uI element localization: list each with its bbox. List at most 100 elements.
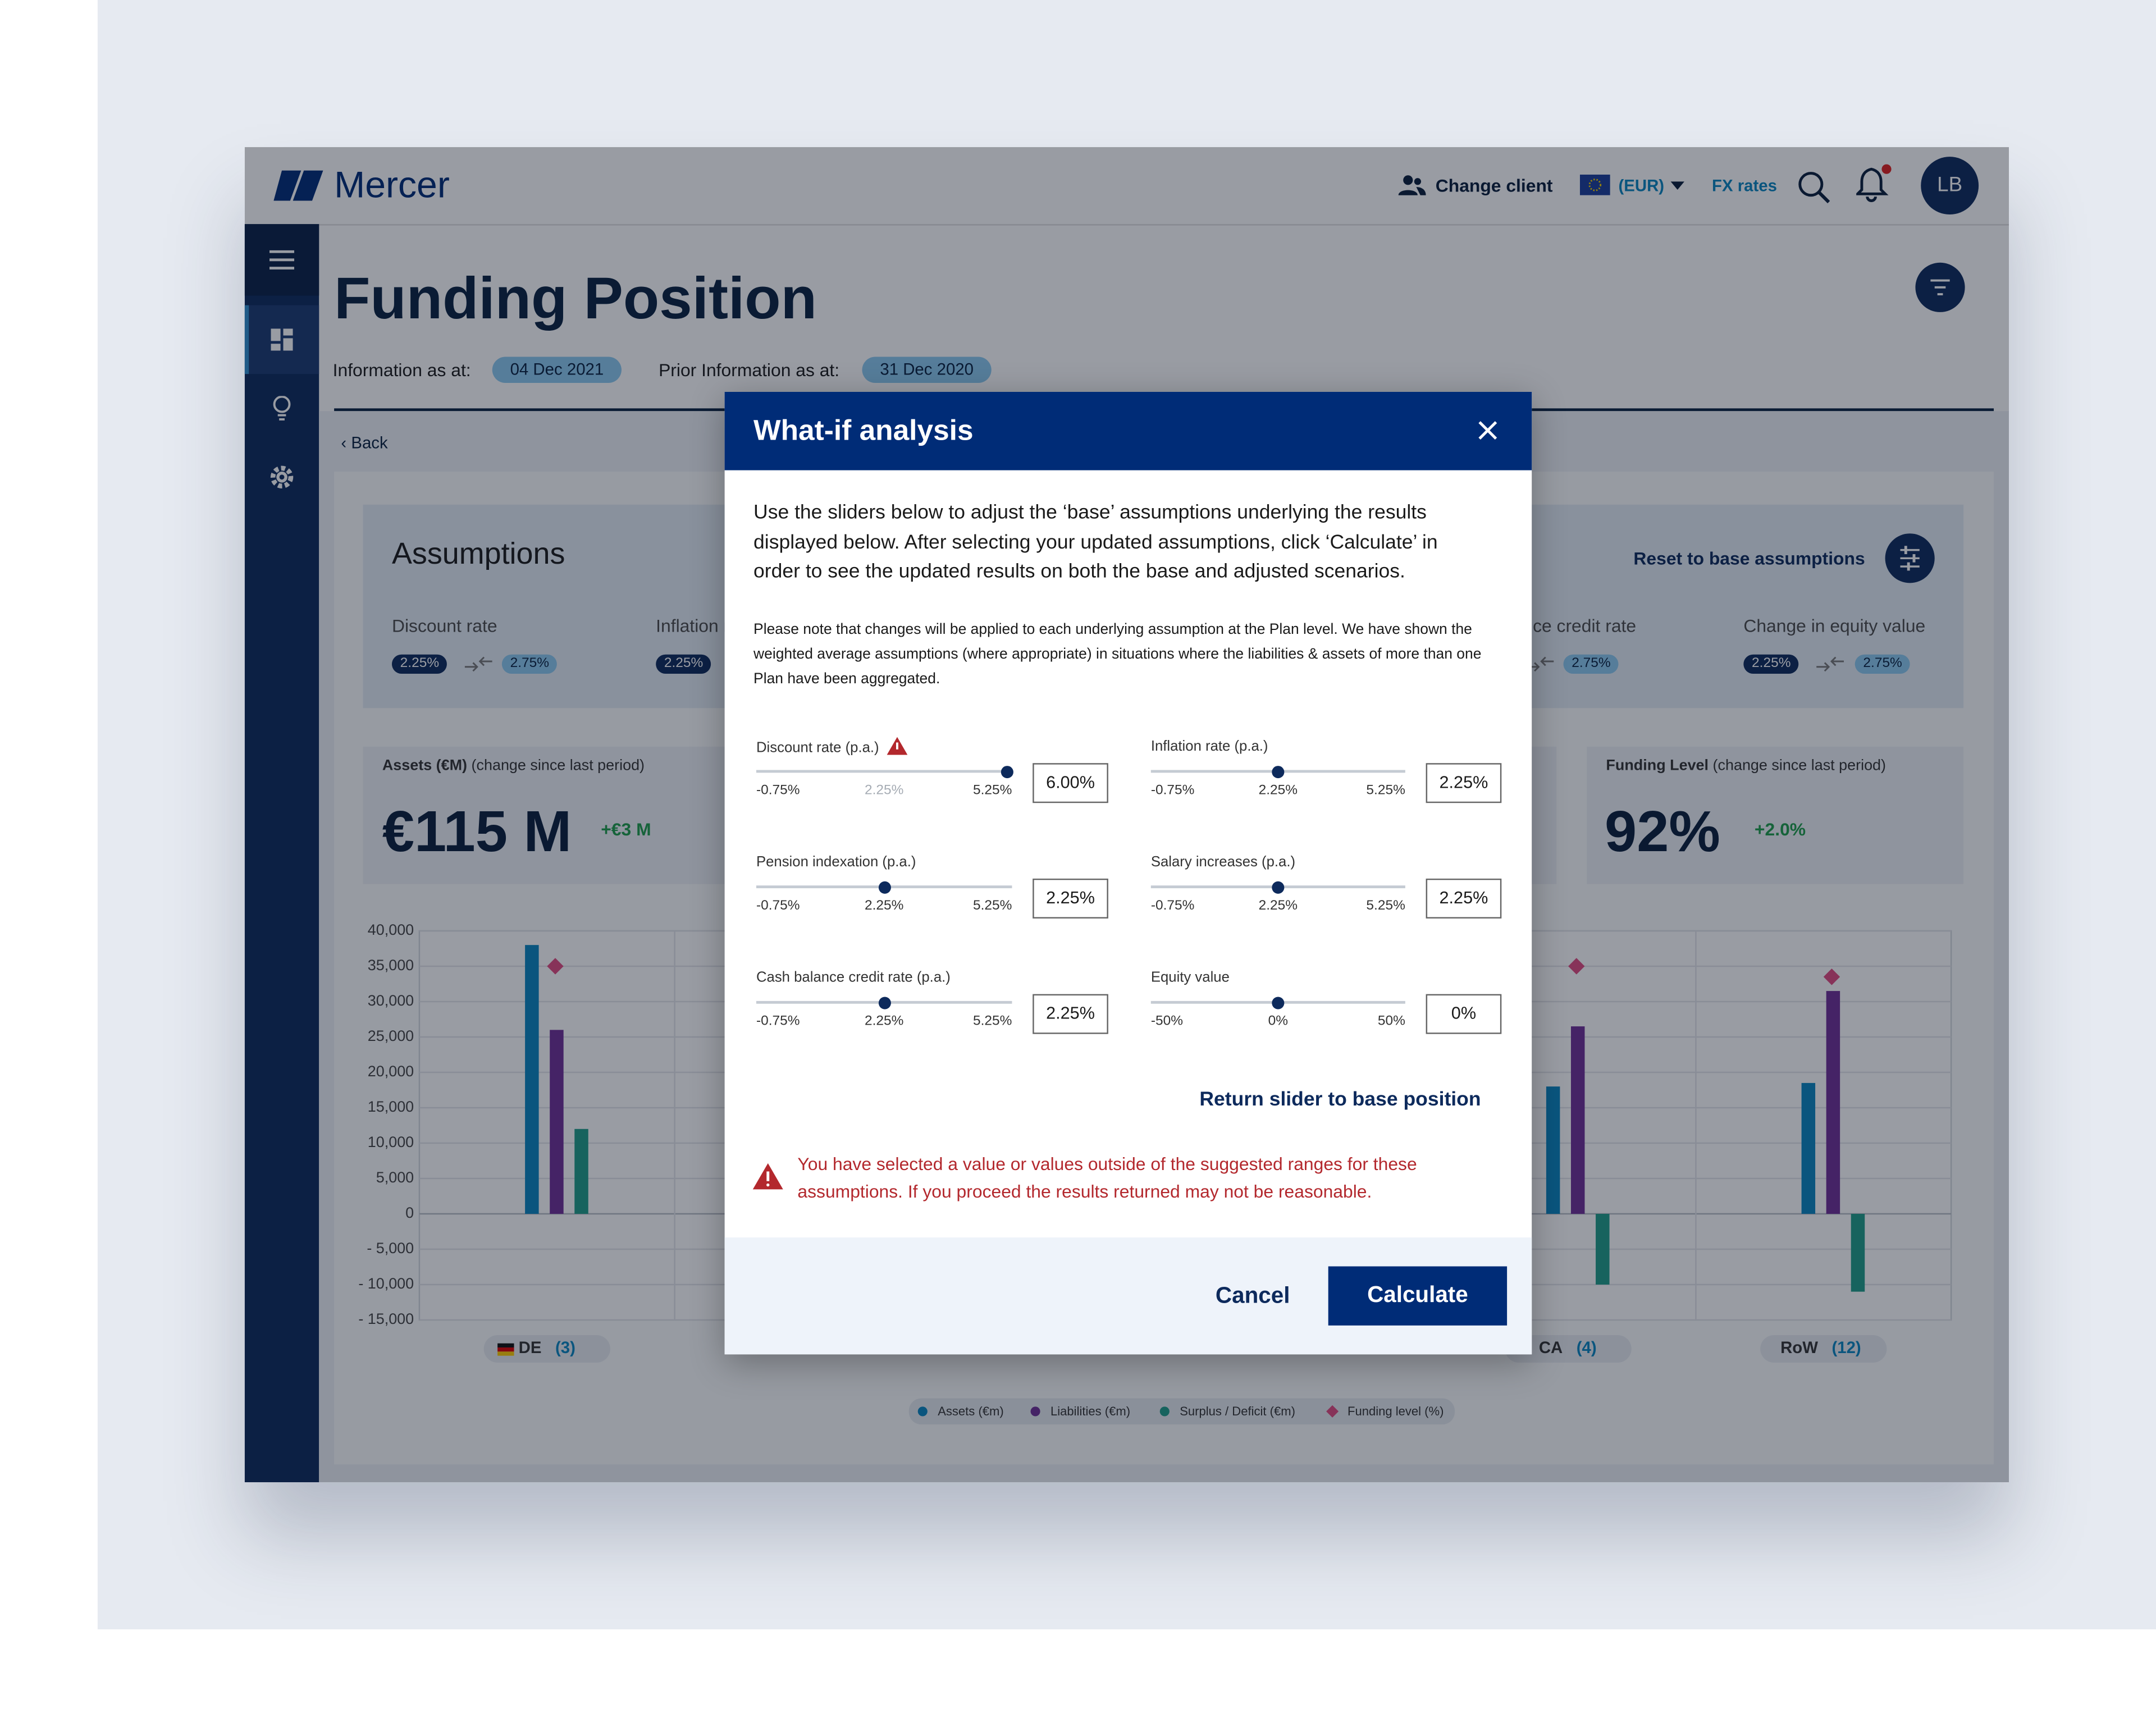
y-tick-label: 20,000 [368,1063,414,1080]
bar [1546,1086,1560,1214]
slider-input[interactable]: 0% [1426,994,1502,1034]
legend-swatch [1326,1405,1339,1418]
category-pill [483,1335,610,1363]
assumption-from: 2.25% [1743,654,1799,674]
bar [1851,1214,1865,1292]
slider-tick-label: -0.75% [756,1014,800,1030]
assumption-to: 2.75% [1854,654,1911,674]
slider-input[interactable]: 2.25% [1426,763,1502,803]
caret [1670,181,1685,190]
slider-tick-label: -50% [1150,1014,1184,1030]
idea-icon[interactable] [272,396,291,421]
back-link[interactable]: ‹ Back [341,433,388,453]
calculate-button[interactable]: Calculate [1328,1266,1508,1326]
category-count: (3) [555,1338,575,1357]
slider-tick-label: 5.25% [973,1014,1012,1030]
slider-thumb [1272,880,1285,893]
reset-link[interactable]: Reset to base assumptions [1633,547,1865,569]
filter-button[interactable] [1915,262,1965,312]
slider-tick-label: 2.25% [864,1014,904,1030]
return-link[interactable]: Return slider to base position [1199,1089,1481,1111]
assumption-label: Discount rate [391,615,497,636]
assumption-to: 2.75% [1563,654,1619,674]
flag [497,1351,514,1356]
search-icon[interactable] [1797,171,1830,204]
y-tick-label: - 5,000 [367,1240,414,1257]
y-tick-label: 30,000 [368,992,414,1009]
swap-icon [464,656,492,672]
people-icon [1398,175,1426,195]
slider-label: Pension indexation (p.a.) [756,853,916,871]
category-pill [1505,1335,1632,1363]
legend-label: Surplus / Deficit (€m) [1180,1404,1295,1418]
y-tick-label: 35,000 [368,957,414,974]
page-title: Funding Position [334,266,817,332]
kpi-label: Funding Level (change since last period) [1606,757,1886,774]
bar [525,945,539,1214]
legend-bg [908,1398,1455,1425]
header [244,147,2009,226]
cancel-button[interactable]: Cancel [1215,1283,1290,1309]
settings-icon[interactable] [270,465,294,490]
category-pill [1760,1335,1887,1363]
close-icon[interactable] [1478,421,1497,440]
modal-header [724,391,1532,470]
slider-label: Equity value [1150,969,1230,986]
bell-icon[interactable] [1856,163,1892,202]
bar [1826,991,1840,1214]
slider-thumb [878,880,890,893]
legend-swatch [1159,1406,1170,1417]
y-tick-label: 25,000 [368,1027,414,1044]
flag [497,1343,514,1348]
dashboard-icon[interactable] [271,328,293,351]
slider-tick-label: -0.75% [756,783,800,798]
slider-thumb [1000,765,1013,778]
fx-rates[interactable]: FX rates [1712,176,1777,195]
y-tick-label: - 10,000 [358,1275,414,1292]
back-text[interactable]: Back [351,433,388,453]
assumptions-title: Assumptions [391,536,565,571]
category-label: DE [519,1338,542,1357]
currency[interactable]: (EUR) [1618,176,1665,195]
legend-label: Liabilities (€m) [1050,1404,1130,1418]
legend-swatch [1030,1406,1040,1417]
prior-date: 31 Dec 2020 [862,357,992,383]
y-tick-label: 0 [405,1204,414,1221]
legend-swatch [917,1406,928,1417]
slider-tick-label: -0.75% [1150,898,1195,914]
slider-thumb [1272,765,1285,778]
category-label: RoW [1780,1338,1818,1357]
modal-intro: Use the sliders below to adjust the ‘bas… [753,501,1438,583]
kpi-card [1587,746,1964,884]
slider-label: Cash balance credit rate (p.a.) [756,969,951,986]
logo[interactable]: Mercer [334,164,450,206]
category-label: CA [1539,1338,1563,1357]
kpi-label-text: Funding Level [1606,757,1709,774]
modal-title: What-if analysis [753,415,974,447]
logo-icon [273,170,323,201]
slider-input[interactable]: 2.25% [1426,878,1502,919]
slider-input[interactable]: 2.25% [1033,878,1108,919]
kpi-label-text: Assets (€M) [382,757,468,774]
legend-label: Funding level (%) [1347,1404,1444,1418]
slider-input[interactable]: 2.25% [1033,994,1108,1034]
category-count: (12) [1831,1338,1861,1357]
assumption-to: 2.75% [501,654,558,674]
warning-icon [752,1163,783,1190]
bar [1596,1214,1610,1285]
avatar[interactable]: LB [1921,157,1979,215]
slider-tick-label: 2.25% [1258,783,1298,798]
slider-input[interactable]: 6.00% [1033,763,1108,803]
assumption-from: 2.25% [391,654,447,674]
slider-tick-label: 5.25% [973,898,1012,914]
y-tick-label: 5,000 [376,1169,414,1186]
slider-tick-label: -0.75% [1150,783,1195,798]
slider-thumb [878,996,890,1009]
category-count: (4) [1577,1338,1597,1357]
menu-icon[interactable] [270,250,295,270]
kpi-note: (change since last period) [1712,757,1886,774]
sliders-button[interactable] [1885,533,1935,583]
slider-tick-label: 0% [1268,1014,1289,1030]
change-client[interactable]: Change client [1435,175,1553,196]
